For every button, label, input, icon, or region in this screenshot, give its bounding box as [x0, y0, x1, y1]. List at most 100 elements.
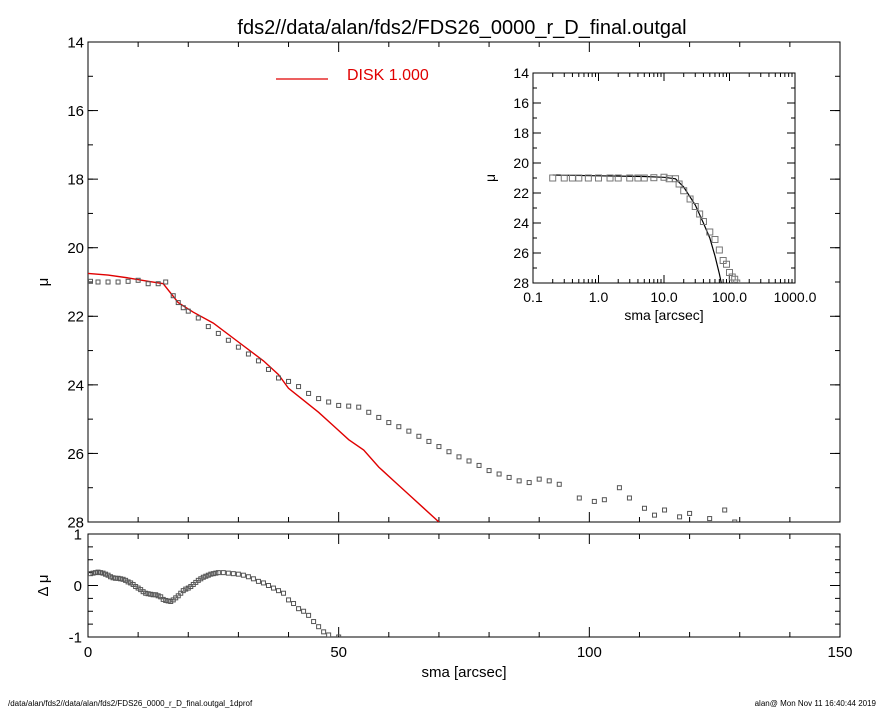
inset-data-point	[723, 260, 731, 268]
main-y-tick-label: 26	[67, 446, 84, 463]
residual-y-tick-label: 1	[74, 526, 82, 543]
residual-data-point	[296, 606, 302, 612]
main-data-point	[662, 507, 668, 513]
main-data-point	[456, 454, 462, 460]
main-data-point	[296, 384, 302, 390]
inset-plot-area	[549, 173, 741, 283]
chart-title: fds2//data/alan/fds2/FDS26_0000_r_D_fina…	[237, 17, 686, 39]
inset-y-tick-label: 14	[513, 65, 529, 81]
residual-data-point	[265, 583, 271, 588]
inset-y-tick-label: 16	[513, 95, 529, 111]
inset-data-point	[672, 175, 680, 183]
inset-y-tick-label: 28	[513, 275, 529, 291]
main-data-point	[406, 428, 412, 434]
main-data-point	[641, 505, 647, 511]
inset-profile-plot: 0.1 1.0 10.0 100.0 1000.0 14 16 18 20 22 24 26 28 μ sm…	[482, 65, 817, 323]
main-plot-area	[88, 272, 738, 522]
main-data-point	[235, 344, 241, 350]
main-data-point	[436, 444, 442, 450]
residual-y-axis-label: Δ μ	[35, 574, 52, 596]
main-data-point	[336, 402, 342, 408]
main-data-point	[466, 458, 472, 464]
main-data-point	[145, 281, 151, 287]
residual-data-point	[153, 592, 159, 598]
residual-data-point	[125, 579, 131, 585]
main-y-tick-label: 20	[67, 240, 84, 257]
residual-data-point	[208, 571, 214, 577]
inset-x-tick-label: 100.0	[712, 289, 747, 305]
main-data-point	[366, 409, 372, 415]
main-data-point	[155, 281, 161, 287]
residual-data-point	[301, 608, 307, 614]
residual-data-point	[250, 576, 256, 582]
residual-frame	[87, 533, 841, 638]
residual-data-point	[240, 572, 246, 578]
main-data-point	[426, 438, 432, 444]
inset-data-point	[584, 174, 592, 182]
inset-data-point	[675, 180, 683, 188]
inset-data-point	[549, 174, 557, 182]
residual-data-point	[93, 570, 99, 576]
residual-data-point	[316, 624, 322, 630]
main-data-point	[316, 396, 322, 402]
residual-data-point	[260, 580, 266, 586]
main-y-tick-label: 16	[67, 103, 84, 120]
main-data-point	[576, 495, 582, 501]
residual-data-point	[100, 570, 106, 576]
main-y-tick-label: 14	[67, 34, 84, 51]
inset-data-point	[691, 203, 699, 210]
inset-y-tick-label: 22	[513, 185, 529, 201]
main-data-point	[306, 390, 312, 396]
residual-data-point	[200, 574, 206, 580]
main-data-point	[446, 449, 452, 455]
residual-data-point	[103, 571, 109, 577]
residual-data-point	[88, 571, 94, 577]
residual-data-point	[281, 590, 287, 596]
main-data-point	[722, 507, 728, 513]
inset-data-point	[680, 187, 688, 195]
main-y-tick-label: 28	[67, 514, 84, 531]
residual-data-point	[225, 570, 231, 576]
residual-data-point	[143, 590, 149, 596]
main-data-point	[516, 478, 522, 484]
main-data-point	[486, 468, 492, 474]
main-data-point	[205, 324, 211, 330]
residual-data-point	[120, 576, 126, 582]
inset-y-tick-label: 18	[513, 125, 529, 141]
main-data-point	[175, 300, 181, 306]
inset-y-axis-label: μ	[482, 174, 498, 182]
residual-y-tick-label: 0	[74, 578, 82, 595]
inset-data-point	[696, 210, 704, 218]
main-data-point	[496, 471, 502, 477]
main-y-axis-label: μ	[35, 278, 52, 287]
main-data-point	[265, 366, 271, 372]
residual-x-tick-label: 0	[84, 644, 92, 661]
main-data-point	[215, 330, 221, 336]
inset-data-point	[595, 174, 602, 182]
main-data-point	[356, 404, 362, 410]
residual-data-point	[110, 575, 116, 581]
residual-data-point	[118, 576, 124, 582]
inset-x-tick-label: 1000.0	[774, 289, 817, 305]
main-data-point	[180, 305, 186, 311]
main-data-point	[115, 279, 121, 285]
residual-data-point	[95, 569, 101, 575]
main-y-tick-label: 22	[67, 309, 84, 326]
inset-data-point	[699, 218, 707, 225]
main-data-point	[185, 308, 191, 314]
main-data-point	[286, 378, 292, 384]
residual-data-point	[205, 572, 211, 578]
residual-x-tick-label: 100	[577, 644, 602, 661]
main-data-point	[225, 337, 231, 343]
residual-data-point	[235, 571, 241, 577]
inset-data-point	[660, 173, 668, 181]
main-data-point	[135, 277, 141, 283]
main-data-point	[125, 278, 131, 284]
inset-data-point	[731, 275, 739, 283]
main-y-tick-label: 18	[67, 172, 84, 189]
residual-data-point	[175, 593, 181, 599]
main-data-point	[591, 498, 597, 504]
residual-data-point	[270, 585, 276, 591]
main-y-tick-label: 24	[67, 377, 84, 394]
main-data-point	[346, 403, 352, 409]
